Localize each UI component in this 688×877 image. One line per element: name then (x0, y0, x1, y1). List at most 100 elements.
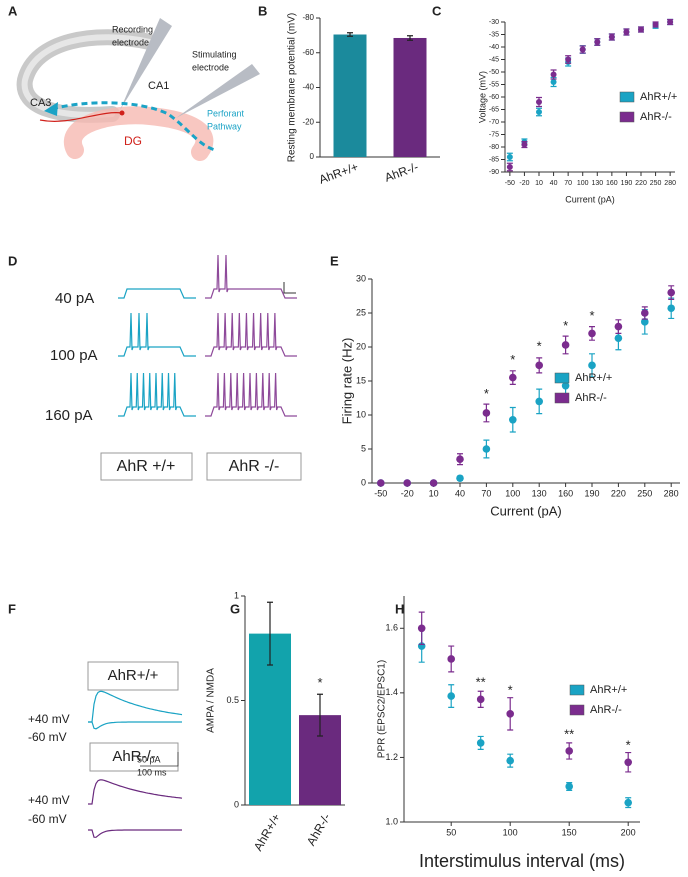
y-tick-label: 30 (356, 273, 366, 283)
y-axis-title: Firing rate (Hz) (339, 338, 354, 425)
legend-label: AhR+/+ (575, 372, 612, 384)
point (550, 79, 557, 85)
point (594, 39, 601, 45)
point (614, 334, 623, 342)
x-axis-title: Interstimulus interval (ms) (419, 851, 625, 871)
current-trace (88, 779, 183, 805)
point (536, 99, 542, 105)
point (624, 758, 632, 767)
x-tick-label: 250 (637, 488, 652, 498)
point (579, 46, 586, 53)
x-tick-label: 250 (650, 180, 662, 187)
y-tick-label: -40 (302, 83, 314, 92)
annotation: ** (476, 675, 486, 690)
y-tick-label: -70 (489, 119, 499, 126)
point (447, 692, 456, 700)
legend-swatch (619, 91, 635, 103)
legend-label: AhR-/- (640, 111, 672, 123)
y-axis-title: Resting membrane potential (mV) (287, 13, 298, 163)
legend-swatch (554, 392, 570, 404)
annotation: * (537, 338, 542, 353)
panel-label: D (8, 253, 17, 268)
x-axis-title: Current (pA) (490, 503, 562, 518)
legend-label: AhR+/+ (640, 91, 677, 103)
y-tick-label: -50 (489, 69, 499, 76)
current-trace (88, 690, 183, 723)
panel-label: B (258, 3, 267, 18)
annotation: * (317, 675, 322, 690)
x-tick-label: 160 (558, 488, 573, 498)
y-axis-title: PPR (EPSC2/EPSC1) (377, 660, 388, 758)
scale-label: 50 pA (137, 754, 161, 764)
y-tick-label: -55 (489, 81, 499, 88)
y-tick-label: 1 (234, 590, 239, 600)
error-bar (317, 693, 323, 737)
panel-label: A (8, 3, 18, 18)
point (509, 415, 517, 424)
y-tick-label: -75 (489, 131, 499, 138)
group-box (100, 452, 193, 481)
point (614, 322, 623, 331)
y-tick-label: 1.4 (385, 687, 398, 697)
point (641, 318, 649, 326)
diagram-label: electrode (192, 62, 229, 72)
y-tick-label: 1.2 (385, 752, 398, 762)
current-label: 40 pA (55, 290, 94, 307)
voltage-trace (205, 372, 297, 417)
y-tick-label: 15 (356, 375, 366, 385)
point (641, 309, 649, 317)
diagram-label: Pathway (207, 121, 242, 131)
x-tick-label: 160 (606, 180, 618, 187)
legend-label: AhR-/- (575, 392, 607, 404)
x-tick-label: 130 (591, 180, 603, 187)
point (561, 341, 570, 349)
y-tick-label: -80 (489, 144, 499, 151)
point (482, 445, 491, 453)
diagram-label: Perforant (207, 108, 245, 118)
point (535, 361, 543, 370)
x-tick-label: 280 (664, 488, 679, 498)
current-label: 100 pA (50, 347, 98, 364)
point (565, 747, 573, 755)
y-tick-label: -40 (489, 44, 499, 51)
y-tick-label: 0.5 (226, 695, 239, 705)
panel-label: E (330, 253, 339, 268)
y-tick-label: -35 (489, 31, 499, 38)
voltage-trace (118, 288, 196, 299)
scale-bar (140, 752, 179, 767)
panel-label: C (432, 3, 442, 18)
current-trace (88, 721, 182, 730)
voltage-trace (118, 372, 196, 417)
x-tick-label: 150 (562, 827, 577, 837)
voltage-trace (205, 312, 297, 357)
panel-label: H (395, 601, 404, 616)
error-bar (267, 601, 273, 666)
voltage-trace (118, 312, 196, 357)
point (667, 19, 674, 25)
current-trace (88, 829, 182, 838)
x-tick-label: 50 (446, 827, 456, 837)
panel-label: G (230, 601, 240, 616)
legend-label: AhR+/+ (590, 684, 627, 696)
diagram-label: Recording (112, 24, 153, 34)
point (506, 710, 514, 718)
group-box (87, 661, 179, 691)
point (638, 26, 644, 33)
y-tick-label: -60 (489, 94, 499, 101)
y-tick-label: 0 (234, 799, 239, 809)
point (456, 474, 464, 483)
x-tick-label: 70 (481, 488, 491, 498)
y-tick-label: -45 (489, 56, 499, 63)
diagram-label: electrode (112, 37, 149, 47)
annotation: * (563, 318, 568, 333)
x-tick-label: AhR-/- (304, 811, 333, 848)
legend-swatch (569, 684, 585, 696)
group-label: AhR -/- (229, 458, 280, 475)
x-tick-label: -50 (505, 180, 515, 187)
error-bar (407, 35, 413, 41)
x-tick-label: 40 (455, 488, 465, 498)
annotation: * (626, 738, 631, 753)
point (536, 109, 542, 115)
x-tick-label: 130 (532, 488, 547, 498)
